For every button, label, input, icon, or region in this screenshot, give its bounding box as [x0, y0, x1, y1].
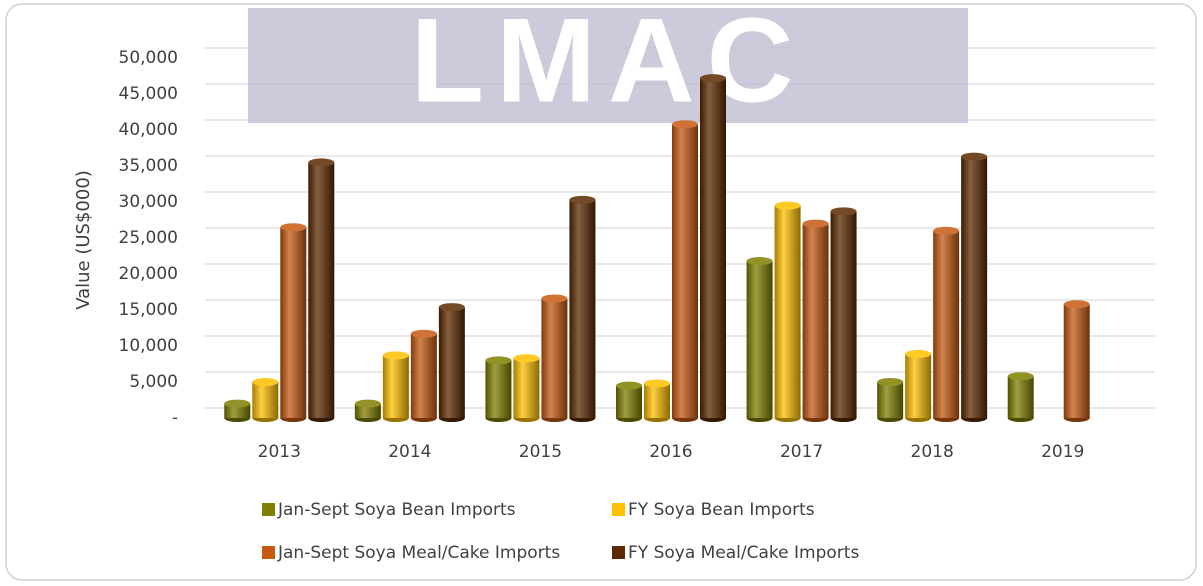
chart: LMAC Value (US$000) - 5,000 10,000 15,000 20… [0, 0, 1203, 586]
bar [541, 298, 567, 418]
y-tick-label: - [172, 408, 178, 428]
y-tick-label: 10,000 [119, 336, 178, 356]
y-tick-label: 45,000 [119, 84, 178, 104]
x-tick-label: 2015 [519, 442, 562, 462]
y-tick-label: 25,000 [119, 228, 178, 248]
bar [933, 231, 959, 418]
bar-top [616, 382, 642, 390]
bar-top [672, 120, 698, 128]
legend-label: Jan-Sept Soya Bean Imports [277, 500, 516, 520]
bar [905, 354, 931, 418]
bar-top [775, 202, 801, 210]
bar-top [933, 227, 959, 235]
bar-top [383, 351, 409, 359]
y-axis-label: Value (US$000) [73, 170, 94, 310]
x-tick-label: 2017 [780, 442, 823, 462]
y-tick-label: 5,000 [129, 372, 178, 392]
bar [672, 124, 698, 418]
bar [569, 200, 595, 418]
y-tick-label: 50,000 [119, 48, 178, 68]
y-tick-label: 40,000 [119, 120, 178, 140]
bar [616, 386, 642, 418]
bar-top [541, 294, 567, 302]
bar-top [831, 207, 857, 215]
legend-label: FY Soya Meal/Cake Imports [628, 543, 859, 563]
bar-top [355, 400, 381, 408]
bar-top [644, 379, 670, 387]
y-tick-label: 35,000 [119, 156, 178, 176]
bar-top [252, 378, 278, 386]
bar [513, 358, 539, 418]
bar-top [1008, 372, 1034, 380]
bar-top [747, 257, 773, 265]
bar [1064, 304, 1090, 418]
bar [411, 334, 437, 418]
bar [280, 227, 306, 418]
bar [485, 360, 511, 418]
legend-swatch [262, 546, 275, 559]
y-tick-label: 15,000 [119, 300, 178, 320]
bar-top [411, 330, 437, 338]
x-tick-label: 2016 [649, 442, 692, 462]
bar [308, 162, 334, 418]
bar [831, 211, 857, 418]
bar-top [961, 153, 987, 161]
bar [803, 224, 829, 418]
bar [252, 382, 278, 418]
bar [700, 78, 726, 418]
bar-top [280, 223, 306, 231]
legend-label: Jan-Sept Soya Meal/Cake Imports [277, 543, 560, 563]
x-tick-label: 2014 [388, 442, 431, 462]
bar-top [513, 354, 539, 362]
x-tick-label: 2018 [911, 442, 954, 462]
bar-top [700, 74, 726, 82]
x-tick-label: 2019 [1041, 442, 1084, 462]
bar-top [308, 158, 334, 166]
bar-top [439, 303, 465, 311]
legend-label: FY Soya Bean Imports [628, 500, 815, 520]
bar [439, 307, 465, 418]
watermark: LMAC [411, 0, 806, 128]
bar [383, 355, 409, 418]
bar [1008, 376, 1034, 418]
bar-top [905, 350, 931, 358]
bar-top [877, 378, 903, 386]
bar-top [803, 220, 829, 228]
bar [644, 383, 670, 418]
x-tick-label: 2013 [258, 442, 301, 462]
bar [961, 157, 987, 418]
bar [877, 382, 903, 418]
bar [747, 261, 773, 418]
legend-swatch [612, 546, 625, 559]
legend-swatch [262, 503, 275, 516]
legend-swatch [612, 503, 625, 516]
bar-top [224, 400, 250, 408]
y-tick-label: 20,000 [119, 264, 178, 284]
bar [775, 206, 801, 418]
bar-top [1064, 300, 1090, 308]
bar-top [485, 356, 511, 364]
bar-top [569, 196, 595, 204]
y-tick-label: 30,000 [119, 192, 178, 212]
